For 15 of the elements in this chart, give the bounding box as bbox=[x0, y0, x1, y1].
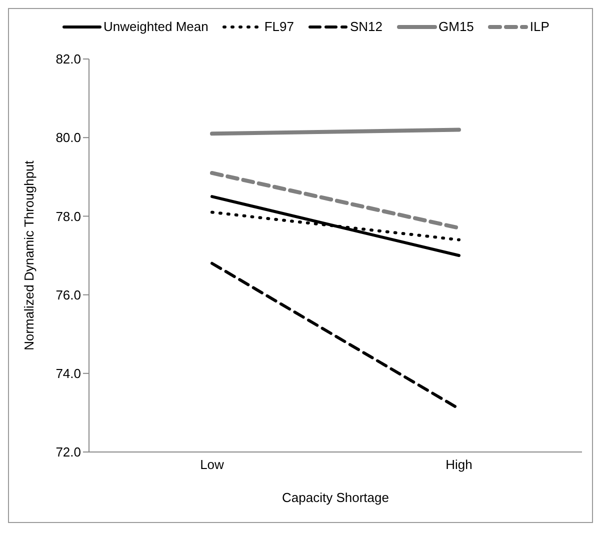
legend-label: FL97 bbox=[263, 19, 294, 34]
x-tick-label: Low bbox=[200, 457, 225, 472]
y-axis-title: Normalized Dynamic Throughput bbox=[22, 160, 37, 350]
legend-label: Unweighted Mean bbox=[102, 19, 208, 34]
y-tick-label: 76.0 bbox=[56, 287, 81, 302]
y-tick-label: 72.0 bbox=[56, 444, 81, 460]
y-tick-label: 80.0 bbox=[56, 130, 81, 146]
legend-label: GM15 bbox=[438, 19, 474, 34]
x-axis-title: Capacity Shortage bbox=[282, 490, 389, 505]
x-tick-label: High bbox=[446, 457, 472, 472]
y-tick-label: 74.0 bbox=[56, 366, 81, 382]
y-tick-label: 82.0 bbox=[56, 52, 81, 67]
legend-label: SN12 bbox=[348, 19, 383, 34]
y-tick-label: 78.0 bbox=[56, 208, 81, 224]
legend-label: ILP bbox=[528, 19, 550, 34]
